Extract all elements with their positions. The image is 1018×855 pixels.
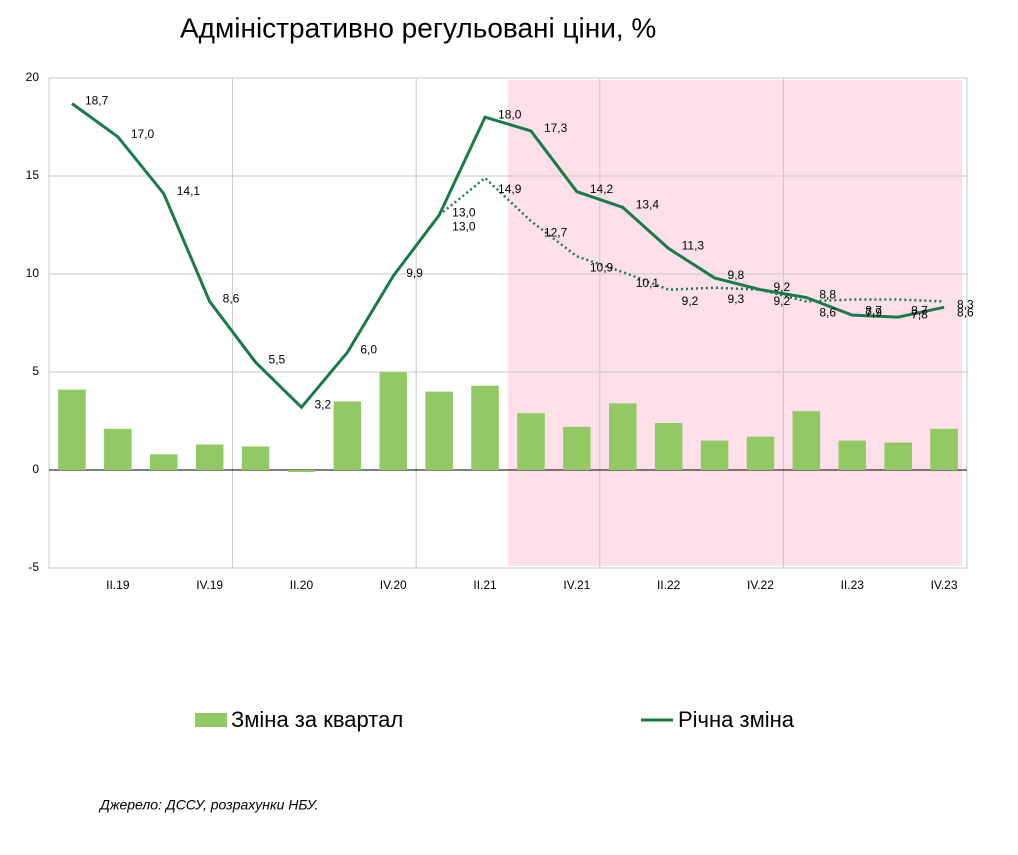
data-label: 9,2 <box>773 280 790 294</box>
bar <box>471 385 499 470</box>
data-label: 5,5 <box>269 352 286 366</box>
y-tick-label: 20 <box>26 70 40 84</box>
chart-title: Адміністративно регульовані ціни, % <box>180 12 656 43</box>
x-tick-label: II.23 <box>841 578 865 592</box>
data-label: 18,0 <box>498 107 522 121</box>
data-label: 12,7 <box>544 225 568 239</box>
y-tick-label: 0 <box>32 462 39 476</box>
bar <box>425 391 453 470</box>
bar <box>149 454 178 470</box>
y-tick-label: -5 <box>28 560 39 574</box>
data-label: 8,3 <box>957 297 974 311</box>
data-label: 9,9 <box>406 266 423 280</box>
x-tick-label: II.22 <box>657 578 681 592</box>
data-label: 18,7 <box>85 94 109 108</box>
x-tick-label: II.20 <box>290 578 314 592</box>
data-label: 10,9 <box>590 261 614 275</box>
data-label: 8,6 <box>223 292 240 306</box>
x-tick-label: IV.22 <box>747 578 774 592</box>
x-tick-label: IV.23 <box>931 578 958 592</box>
bar <box>241 446 270 470</box>
bar <box>608 403 637 470</box>
data-label: 11,3 <box>682 239 705 253</box>
data-label: 13,0 <box>452 219 476 233</box>
data-label: 6,0 <box>360 343 377 357</box>
y-tick-label: 10 <box>26 266 40 280</box>
bar <box>104 428 132 470</box>
y-tick-label: 5 <box>32 364 39 378</box>
bar <box>563 426 591 470</box>
bar <box>287 470 316 472</box>
x-tick-label: II.19 <box>106 578 130 592</box>
source-note: Джерело: ДССУ, розрахунки НБУ. <box>98 797 318 813</box>
data-label: 9,2 <box>773 294 790 308</box>
bar <box>517 413 545 470</box>
x-tick-label: IV.21 <box>563 578 590 592</box>
legend-label: Річна зміна <box>678 707 795 732</box>
data-label: 14,2 <box>590 182 614 196</box>
bar <box>654 422 683 470</box>
data-label: 3,2 <box>314 397 331 411</box>
data-label: 7,9 <box>865 305 882 319</box>
forecast-area <box>508 80 962 566</box>
line <box>71 102 945 410</box>
data-label: 17,0 <box>131 127 155 141</box>
bar <box>792 411 821 470</box>
bar <box>333 401 362 470</box>
legend-swatch <box>195 713 227 727</box>
legend-label: Зміна за квартал <box>231 707 403 732</box>
data-label: 7,8 <box>911 307 928 321</box>
data-label: 8,6 <box>819 306 836 320</box>
bar <box>58 389 86 470</box>
dotted-line <box>438 176 945 303</box>
x-tick-label: IV.19 <box>196 578 223 592</box>
bar <box>838 440 867 470</box>
x-tick-label: IV.20 <box>380 578 407 592</box>
y-tick-label: 15 <box>26 168 40 182</box>
data-label: 14,1 <box>177 184 201 198</box>
data-label: 8,8 <box>819 288 836 302</box>
bar <box>379 372 408 470</box>
bar <box>930 428 958 470</box>
data-label: 10,1 <box>636 276 660 290</box>
bar <box>195 444 224 470</box>
data-label: 9,3 <box>728 292 745 306</box>
data-label: 8,6 <box>957 306 974 320</box>
data-label: 14,9 <box>498 182 522 196</box>
data-label: 9,8 <box>728 268 745 282</box>
data-label: 8,7 <box>865 304 882 318</box>
data-label: 13,0 <box>452 205 476 219</box>
bar <box>884 442 912 470</box>
data-label: 13,4 <box>636 198 660 212</box>
data-label: 8,7 <box>911 304 928 318</box>
data-label: 17,3 <box>544 121 568 135</box>
bar <box>700 440 729 470</box>
legend: Зміна за квартал Річна зміна <box>195 707 795 732</box>
x-tick-label: II.21 <box>473 578 497 592</box>
data-label: 9,2 <box>682 294 699 308</box>
bar <box>746 436 775 470</box>
